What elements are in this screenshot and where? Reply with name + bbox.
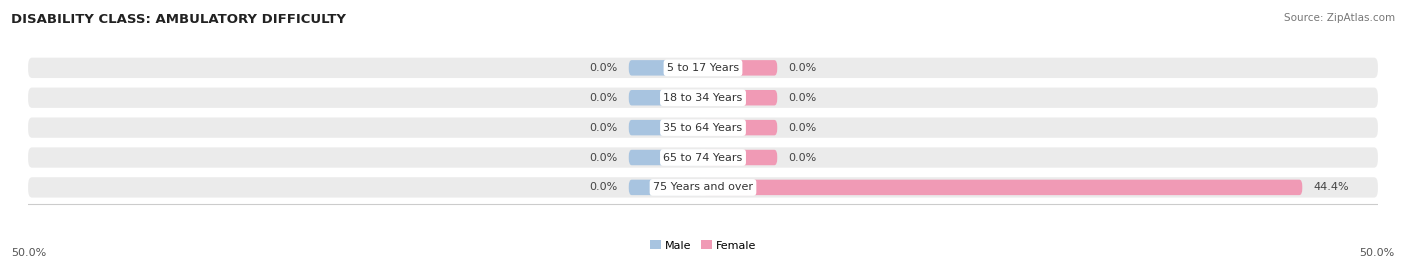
Text: 50.0%: 50.0% [11,248,46,258]
FancyBboxPatch shape [703,60,778,76]
Text: 0.0%: 0.0% [787,153,817,162]
FancyBboxPatch shape [28,177,1378,197]
FancyBboxPatch shape [703,120,778,135]
FancyBboxPatch shape [28,147,1378,168]
FancyBboxPatch shape [703,150,778,165]
Text: DISABILITY CLASS: AMBULATORY DIFFICULTY: DISABILITY CLASS: AMBULATORY DIFFICULTY [11,13,346,26]
FancyBboxPatch shape [28,88,1378,108]
Text: 0.0%: 0.0% [787,123,817,133]
FancyBboxPatch shape [628,90,703,105]
Text: 0.0%: 0.0% [787,63,817,73]
Text: 35 to 64 Years: 35 to 64 Years [664,123,742,133]
Text: 0.0%: 0.0% [589,63,619,73]
Text: 50.0%: 50.0% [1360,248,1395,258]
FancyBboxPatch shape [28,118,1378,138]
Text: Source: ZipAtlas.com: Source: ZipAtlas.com [1284,13,1395,23]
Text: 75 Years and over: 75 Years and over [652,182,754,192]
FancyBboxPatch shape [628,120,703,135]
Legend: Male, Female: Male, Female [645,236,761,255]
Text: 18 to 34 Years: 18 to 34 Years [664,93,742,103]
Text: 0.0%: 0.0% [787,93,817,103]
Text: 0.0%: 0.0% [589,123,619,133]
Text: 0.0%: 0.0% [589,93,619,103]
Text: 44.4%: 44.4% [1313,182,1348,192]
FancyBboxPatch shape [703,90,778,105]
Text: 5 to 17 Years: 5 to 17 Years [666,63,740,73]
Text: 0.0%: 0.0% [589,153,619,162]
FancyBboxPatch shape [628,150,703,165]
FancyBboxPatch shape [628,180,703,195]
FancyBboxPatch shape [628,60,703,76]
FancyBboxPatch shape [28,58,1378,78]
FancyBboxPatch shape [703,180,1302,195]
Text: 0.0%: 0.0% [589,182,619,192]
Text: 65 to 74 Years: 65 to 74 Years [664,153,742,162]
